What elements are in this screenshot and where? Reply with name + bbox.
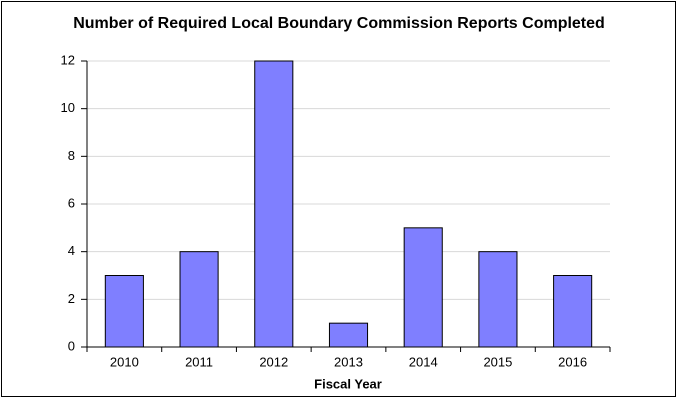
y-tick-label: 0 xyxy=(68,338,75,353)
y-tick-label: 10 xyxy=(61,100,75,115)
x-tick-label: 2013 xyxy=(334,354,363,369)
y-tick-label: 12 xyxy=(61,52,75,67)
y-tick-label: 8 xyxy=(68,148,75,163)
bar xyxy=(254,60,294,348)
x-axis-label: Fiscal Year xyxy=(314,376,382,391)
x-tick-label: 2011 xyxy=(185,354,213,369)
x-tick-label: 2016 xyxy=(558,354,587,369)
x-tick-label: 2015 xyxy=(483,354,512,369)
bar xyxy=(403,227,443,348)
bar xyxy=(478,251,518,348)
chart-title: Number of Required Local Boundary Commis… xyxy=(73,15,605,32)
bar xyxy=(179,251,219,348)
y-tick-label: 4 xyxy=(68,243,75,258)
bar xyxy=(553,275,593,348)
y-tick-label: 2 xyxy=(68,291,75,306)
x-tick-label: 2010 xyxy=(110,354,139,369)
bar xyxy=(328,322,369,348)
bar xyxy=(104,275,144,348)
x-tick-label: 2012 xyxy=(259,354,288,369)
y-tick-label: 6 xyxy=(68,195,75,210)
x-tick-label: 2014 xyxy=(409,354,438,369)
